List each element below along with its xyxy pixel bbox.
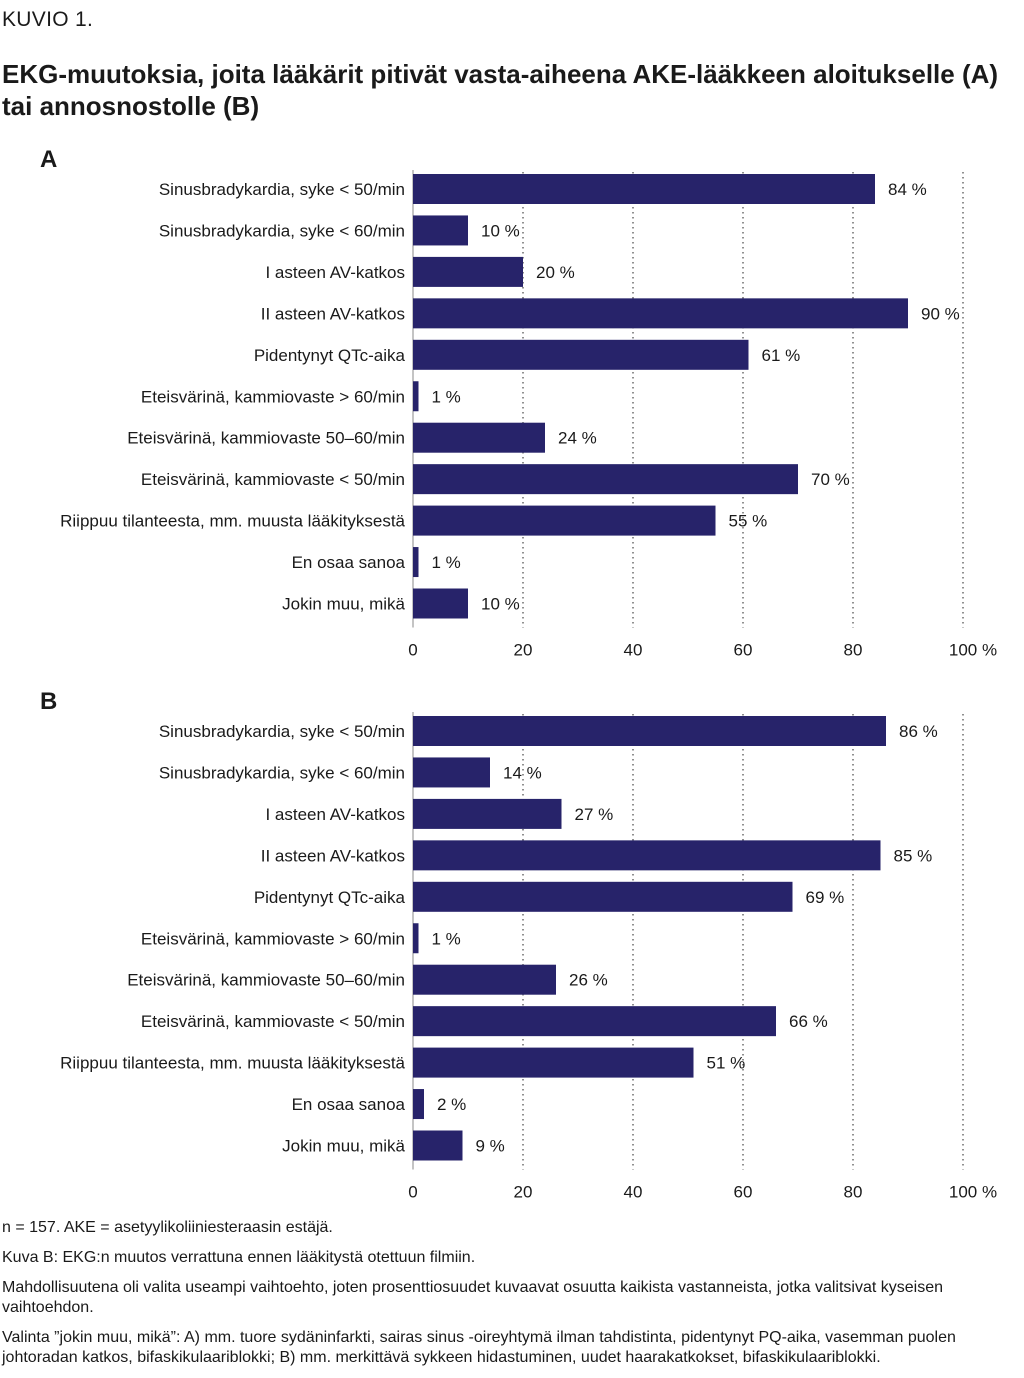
bar	[413, 381, 419, 412]
tick-label: 40	[624, 641, 643, 660]
value-label: 85 %	[894, 846, 933, 865]
category-label: Riippuu tilanteesta, mm. muusta lääkityk…	[60, 512, 405, 531]
bar	[413, 964, 556, 995]
category-label: Sinusbradykardia, syke < 60/min	[159, 221, 405, 240]
value-label: 1 %	[432, 929, 461, 948]
category-label: Sinusbradykardia, syke < 50/min	[159, 722, 405, 741]
bar	[413, 215, 468, 246]
value-label: 1 %	[432, 387, 461, 406]
bar	[413, 923, 419, 954]
category-label: En osaa sanoa	[292, 1095, 406, 1114]
value-label: 26 %	[569, 971, 608, 990]
footnote: Mahdollisuutena oli valita useampi vaiht…	[2, 1279, 943, 1316]
tick-label: 20	[514, 1183, 533, 1202]
value-label: 10 %	[481, 595, 520, 614]
value-label: 27 %	[575, 805, 614, 824]
chart-title: EKG-muutoksia, joita lääkärit pitivät va…	[2, 59, 999, 121]
panel-b-label: B	[40, 688, 58, 715]
bar	[413, 464, 798, 495]
figure-label: KUVIO 1.	[2, 8, 94, 31]
category-label: Jokin muu, mikä	[282, 1137, 405, 1156]
footnote: Kuva B: EKG:n muutos verrattuna ennen lä…	[2, 1249, 476, 1266]
tick-label: 80	[844, 1183, 863, 1202]
category-label: Eteisvärinä, kammiovaste > 60/min	[141, 929, 405, 948]
bar	[413, 547, 419, 578]
category-label: Sinusbradykardia, syke < 60/min	[159, 763, 405, 782]
bar	[413, 505, 716, 536]
value-label: 1 %	[432, 553, 461, 572]
category-label: Eteisvärinä, kammiovaste > 60/min	[141, 387, 405, 406]
category-label: I asteen AV-katkos	[265, 805, 405, 824]
category-label: II asteen AV-katkos	[261, 304, 405, 323]
tick-label: 80	[844, 641, 863, 660]
bar	[413, 881, 793, 912]
tick-label: 60	[734, 641, 753, 660]
tick-label: 40	[624, 1183, 643, 1202]
chart-panel-a: Sinusbradykardia, syke < 50/min 84 % Sinus…	[60, 170, 997, 660]
bar	[413, 298, 908, 329]
footnotes: n = 157. AKE = asetyylikoliiniesteraasin…	[2, 1218, 1017, 1378]
value-label: 51 %	[707, 1054, 746, 1073]
tick-label: 100 %	[949, 1183, 997, 1202]
category-label: Pidentynyt QTc-aika	[254, 888, 406, 907]
category-label: Eteisvärinä, kammiovaste < 50/min	[141, 470, 405, 489]
value-label: 86 %	[899, 722, 938, 741]
category-label: Riippuu tilanteesta, mm. muusta lääkityk…	[60, 1054, 405, 1073]
tick-label: 60	[734, 1183, 753, 1202]
category-label: II asteen AV-katkos	[261, 846, 405, 865]
bar	[413, 1006, 776, 1037]
tick-label: 0	[408, 1183, 417, 1202]
bar	[413, 422, 545, 453]
category-label: Eteisvärinä, kammiovaste 50–60/min	[127, 971, 405, 990]
bar	[413, 798, 562, 829]
bar	[413, 339, 749, 370]
value-label: 90 %	[921, 304, 960, 323]
value-label: 14 %	[503, 763, 542, 782]
value-label: 55 %	[729, 512, 768, 531]
bar	[413, 716, 886, 746]
category-label: En osaa sanoa	[292, 553, 406, 572]
chart-panel-b: Sinusbradykardia, syke < 50/min 86 % Sinus…	[60, 712, 997, 1202]
category-label: I asteen AV-katkos	[265, 263, 405, 282]
bar	[413, 1047, 694, 1078]
category-label: Jokin muu, mikä	[282, 595, 405, 614]
bar	[413, 1130, 463, 1161]
value-label: 20 %	[536, 263, 575, 282]
value-label: 69 %	[806, 888, 845, 907]
value-label: 9 %	[476, 1137, 505, 1156]
tick-label: 20	[514, 641, 533, 660]
value-label: 10 %	[481, 221, 520, 240]
value-label: 66 %	[789, 1012, 828, 1031]
value-label: 70 %	[811, 470, 850, 489]
footnote: Valinta ”jokin muu, mikä”: A) mm. tuore …	[2, 1329, 956, 1366]
bar	[413, 256, 523, 287]
category-label: Pidentynyt QTc-aika	[254, 346, 406, 365]
bar	[413, 757, 490, 788]
panel-a-label: A	[40, 146, 58, 173]
category-label: Eteisvärinä, kammiovaste < 50/min	[141, 1012, 405, 1031]
tick-label: 100 %	[949, 641, 997, 660]
value-label: 24 %	[558, 429, 597, 448]
bar	[413, 588, 468, 619]
value-label: 84 %	[888, 180, 927, 199]
tick-label: 0	[408, 641, 417, 660]
category-label: Eteisvärinä, kammiovaste 50–60/min	[127, 429, 405, 448]
bar	[413, 1089, 424, 1120]
footnote: n = 157. AKE = asetyylikoliiniesteraasin…	[2, 1219, 333, 1236]
bar	[413, 840, 881, 871]
bar	[413, 174, 875, 204]
category-label: Sinusbradykardia, syke < 50/min	[159, 180, 405, 199]
value-label: 61 %	[762, 346, 801, 365]
value-label: 2 %	[437, 1095, 466, 1114]
